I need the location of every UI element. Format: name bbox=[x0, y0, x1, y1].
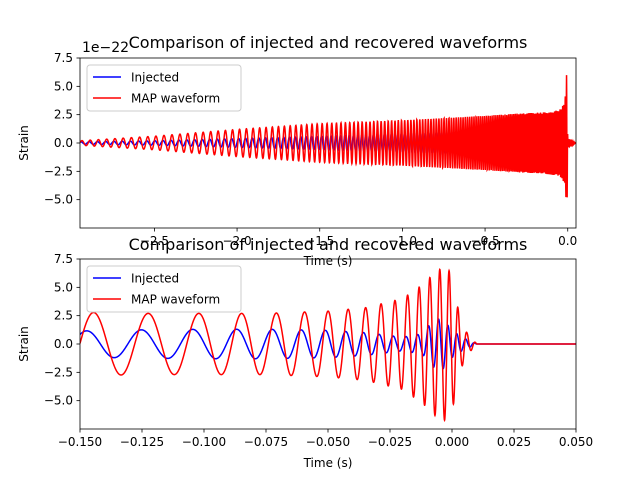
bottom-legend: Injected MAP waveform bbox=[86, 265, 242, 313]
top-legend-box bbox=[86, 64, 242, 112]
bottom-ytick-label: 7.5 bbox=[54, 252, 73, 266]
bottom-ytick-label: −5.0 bbox=[44, 394, 73, 408]
top-panel-ylabel: Strain bbox=[17, 125, 31, 161]
top-ytick-label: 5.0 bbox=[54, 79, 73, 93]
bottom-xtick-label: 0.050 bbox=[559, 435, 593, 449]
top-panel-title: Comparison of injected and recovered wav… bbox=[129, 33, 528, 52]
bottom-xtick-label: −0.100 bbox=[182, 435, 226, 449]
top-xtick-label: −0.5 bbox=[470, 234, 499, 248]
bottom-xtick-label: −0.025 bbox=[368, 435, 412, 449]
bottom-panel-traces bbox=[80, 268, 576, 423]
bottom-panel-title: Comparison of injected and recovered wav… bbox=[129, 235, 528, 254]
bottom-panel-xlabel: Time (s) bbox=[303, 456, 353, 470]
top-legend-label: Injected bbox=[131, 71, 179, 85]
bottom-legend-box bbox=[86, 265, 242, 313]
top-panel-traces bbox=[80, 75, 576, 198]
bottom-panel: Comparison of injected and recovered wav… bbox=[17, 235, 593, 470]
top-xtick-label: −1.0 bbox=[388, 234, 417, 248]
bottom-xtick-label: −0.075 bbox=[244, 435, 288, 449]
bottom-xtick-label: −0.150 bbox=[58, 435, 102, 449]
top-legend: Injected MAP waveform bbox=[86, 64, 242, 112]
bottom-ytick-label: 0.0 bbox=[54, 337, 73, 351]
bottom-xtick-label: −0.050 bbox=[306, 435, 350, 449]
top-xtick-label: 0.0 bbox=[558, 234, 577, 248]
bottom-xtick-label: 0.000 bbox=[435, 435, 469, 449]
top-panel-offset-label: 1e−22 bbox=[82, 40, 129, 56]
top-ytick-label: 2.5 bbox=[54, 108, 73, 122]
bottom-ytick-label: 2.5 bbox=[54, 309, 73, 323]
bottom-ytick-label: −2.5 bbox=[44, 365, 73, 379]
bottom-legend-label: MAP waveform bbox=[131, 293, 220, 307]
top-panel: Comparison of injected and recovered wav… bbox=[17, 33, 577, 268]
top-xtick-label: −1.5 bbox=[305, 234, 334, 248]
top-series-map-waveform-line bbox=[80, 75, 576, 198]
bottom-xtick-label: 0.025 bbox=[497, 435, 531, 449]
bottom-series-map-waveform-line bbox=[80, 268, 576, 423]
bottom-panel-ylabel: Strain bbox=[17, 326, 31, 362]
top-panel-xlabel: Time (s) bbox=[303, 254, 353, 268]
top-ytick-label: −2.5 bbox=[44, 164, 73, 178]
top-ytick-label: 7.5 bbox=[54, 51, 73, 65]
bottom-legend-label: Injected bbox=[131, 272, 179, 286]
top-ytick-label: 0.0 bbox=[54, 136, 73, 150]
bottom-xtick-label: −0.125 bbox=[120, 435, 164, 449]
top-xtick-label: −2.5 bbox=[140, 234, 169, 248]
top-legend-label: MAP waveform bbox=[131, 92, 220, 106]
bottom-ytick-label: 5.0 bbox=[54, 280, 73, 294]
top-xtick-label: −2.0 bbox=[222, 234, 251, 248]
top-ytick-label: −5.0 bbox=[44, 193, 73, 207]
